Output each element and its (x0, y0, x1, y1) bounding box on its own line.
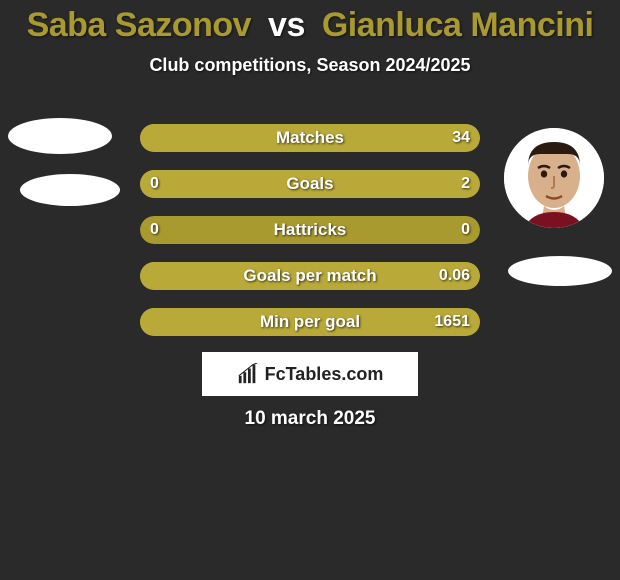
stat-value-right: 34 (452, 124, 470, 152)
stat-row: Matches34 (140, 124, 480, 152)
stat-value-right: 0 (461, 216, 470, 244)
stat-value-right: 0.06 (439, 262, 470, 290)
date-label: 10 march 2025 (0, 408, 620, 430)
stat-label: Goals per match (140, 262, 480, 290)
stat-label: Matches (140, 124, 480, 152)
stat-value-right: 2 (461, 170, 470, 198)
stat-value-right: 1651 (434, 308, 470, 336)
title-player1: Saba Sazonov (27, 6, 252, 44)
title-vs: vs (268, 6, 305, 44)
stat-label: Goals (140, 170, 480, 198)
stat-value-left: 0 (150, 216, 159, 244)
player1-avatar-placeholder (8, 118, 112, 154)
player2-shadow-ellipse (508, 256, 612, 286)
stat-row: Goals per match0.06 (140, 262, 480, 290)
brand-badge: FcTables.com (202, 352, 418, 396)
player2-face-icon (504, 128, 604, 228)
stat-value-left: 0 (150, 170, 159, 198)
comparison-card: Saba Sazonov vs Gianluca Mancini Club co… (0, 0, 620, 580)
bars-icon (237, 363, 259, 385)
subtitle: Club competitions, Season 2024/2025 (0, 55, 620, 76)
stat-label: Min per goal (140, 308, 480, 336)
stat-row: Min per goal1651 (140, 308, 480, 336)
stat-label: Hattricks (140, 216, 480, 244)
player2-avatar (504, 128, 604, 228)
brand-text: FcTables.com (265, 364, 384, 385)
title-player2: Gianluca Mancini (322, 6, 594, 44)
stat-row: Hattricks0 0 (140, 216, 480, 244)
player1-shadow-ellipse (20, 174, 120, 206)
page-title: Saba Sazonov vs Gianluca Mancini (0, 0, 620, 45)
stats-bars: Matches34Goals02Hattricks00Goals per mat… (140, 124, 480, 354)
stat-row: Goals0 2 (140, 170, 480, 198)
